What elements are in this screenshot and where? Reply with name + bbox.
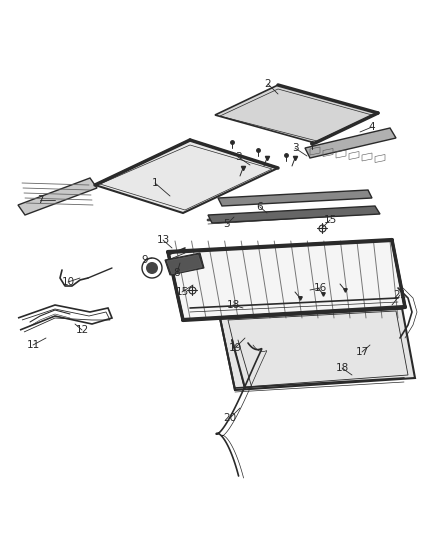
Text: 20: 20 bbox=[223, 413, 237, 423]
Text: 6: 6 bbox=[257, 202, 263, 212]
Text: 18: 18 bbox=[336, 363, 349, 373]
Polygon shape bbox=[220, 308, 415, 390]
Polygon shape bbox=[215, 85, 378, 143]
Text: 16: 16 bbox=[313, 283, 327, 293]
Text: 3: 3 bbox=[235, 152, 241, 162]
Polygon shape bbox=[95, 140, 278, 213]
Polygon shape bbox=[168, 240, 405, 320]
Polygon shape bbox=[167, 255, 202, 274]
Text: 21: 21 bbox=[393, 290, 406, 300]
Text: 18: 18 bbox=[226, 300, 240, 310]
Text: 11: 11 bbox=[26, 340, 39, 350]
Text: 3: 3 bbox=[292, 143, 298, 153]
Circle shape bbox=[146, 262, 158, 274]
Polygon shape bbox=[18, 178, 97, 215]
Text: 19: 19 bbox=[228, 343, 242, 353]
Text: 15: 15 bbox=[175, 287, 189, 297]
Text: 10: 10 bbox=[61, 277, 74, 287]
Text: 13: 13 bbox=[156, 235, 170, 245]
Polygon shape bbox=[165, 253, 204, 275]
Text: 9: 9 bbox=[141, 255, 148, 265]
Polygon shape bbox=[218, 190, 372, 206]
Text: 8: 8 bbox=[174, 268, 180, 278]
Polygon shape bbox=[305, 128, 396, 158]
Text: 12: 12 bbox=[75, 325, 88, 335]
Text: 2: 2 bbox=[265, 79, 271, 89]
Text: 7: 7 bbox=[37, 195, 43, 205]
Text: 4: 4 bbox=[369, 122, 375, 132]
Polygon shape bbox=[208, 206, 380, 223]
Text: 1: 1 bbox=[152, 178, 158, 188]
Text: 5: 5 bbox=[224, 219, 230, 229]
Text: 15: 15 bbox=[323, 215, 337, 225]
Text: 17: 17 bbox=[355, 347, 369, 357]
